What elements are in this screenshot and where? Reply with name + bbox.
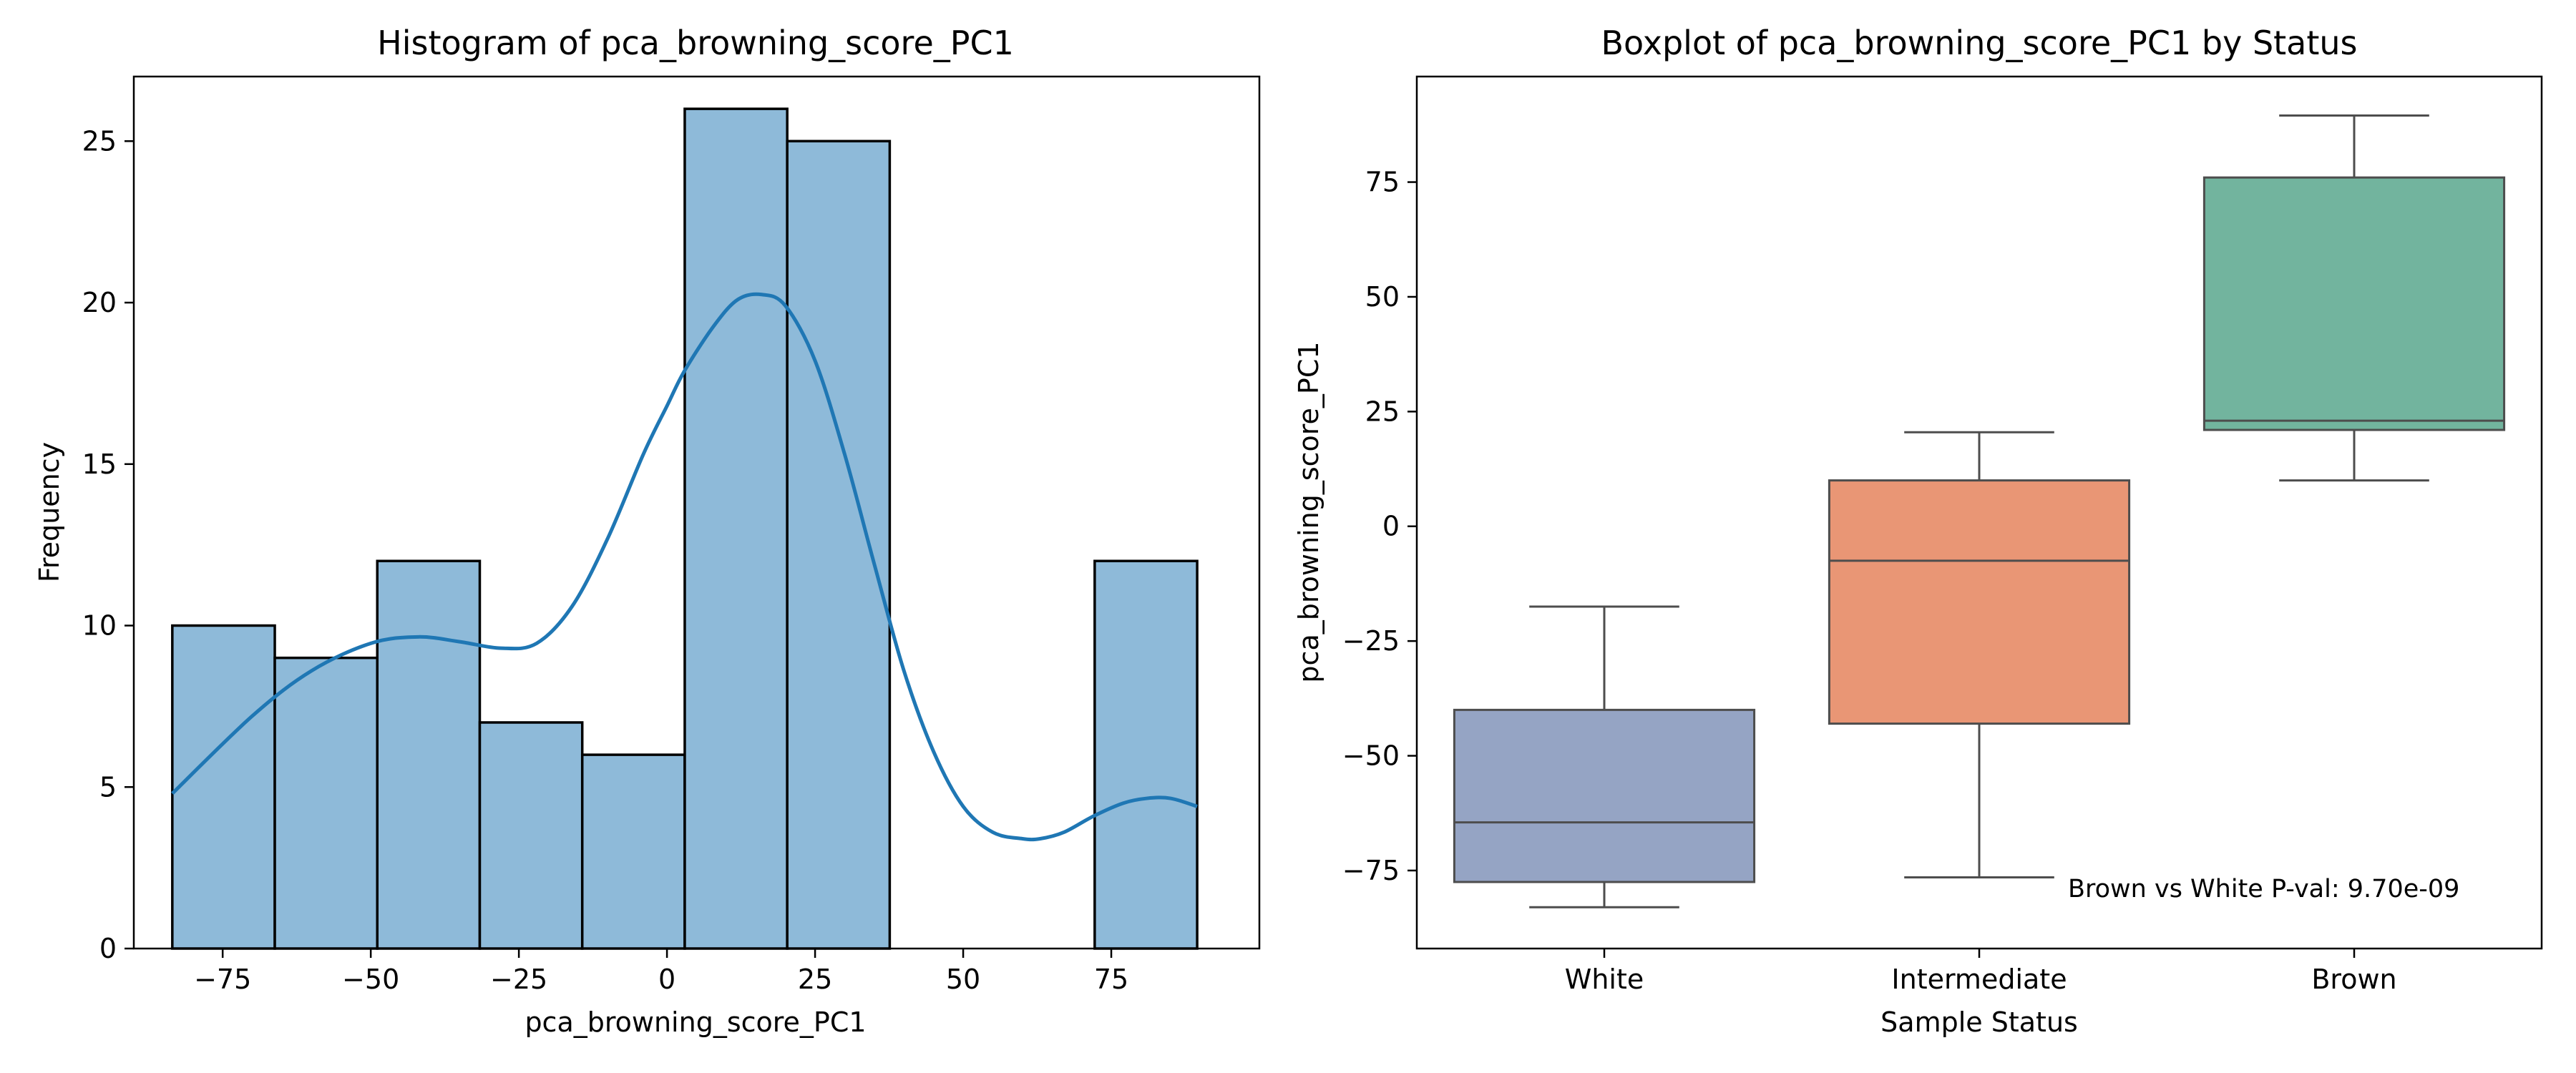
boxplot-y-tick-label: −75	[1342, 855, 1400, 886]
boxplot-x-tick-label: Brown	[2311, 964, 2396, 995]
histogram-x-axis-label: pca_browning_score_PC1	[525, 1006, 866, 1038]
boxplot-title: Boxplot of pca_browning_score_PC1 by Sta…	[1601, 24, 2357, 62]
boxplot-box	[1453, 708, 1756, 883]
histogram-y-tick-label: 5	[99, 771, 117, 803]
histogram-bar	[376, 559, 482, 950]
boxplot-y-tick-label: −25	[1342, 625, 1400, 657]
histogram-x-tick-label: 0	[658, 964, 675, 995]
histogram-x-tick-label: 25	[798, 964, 832, 995]
boxplot-y-tick-label: 0	[1382, 511, 1400, 542]
histogram-x-tick-label: 75	[1094, 964, 1128, 995]
boxplot-box	[1828, 479, 2131, 725]
boxplot-y-tick-label: 25	[1365, 396, 1400, 427]
histogram-bar	[273, 656, 379, 950]
boxplot-x-ticks: White Intermediate Brown	[1565, 949, 2397, 995]
histogram-bar	[1093, 559, 1199, 950]
histogram-y-tick-label: 20	[82, 287, 117, 318]
boxplot-chart: Boxplot of pca_browning_score_PC1 by Sta…	[1293, 24, 2543, 1038]
histogram-bar	[786, 139, 892, 950]
boxplot-x-tick-label: Intermediate	[1891, 964, 2067, 995]
boxplot-x-tick-label: White	[1565, 964, 1644, 995]
histogram-x-tick-label: −25	[490, 964, 547, 995]
boxplot-x-axis-label: Sample Status	[1880, 1006, 2078, 1038]
boxplot-y-tick-label: −50	[1342, 740, 1400, 772]
histogram-kde-line	[171, 292, 1198, 842]
histogram-bar	[683, 107, 789, 950]
histogram-x-tick-label: −75	[194, 964, 251, 995]
histogram-x-tick-label: 50	[946, 964, 980, 995]
histogram-kde	[171, 292, 1198, 842]
histogram-title: Histogram of pca_browning_score_PC1	[377, 24, 1014, 62]
boxplot-y-tick-label: 75	[1365, 167, 1400, 198]
boxplot-box	[2202, 176, 2506, 431]
histogram-bar	[580, 753, 686, 950]
histogram-y-axis-label: Frequency	[34, 442, 65, 582]
boxplot-y-ticks: −75 −50 −25 0 25 50 75	[1342, 167, 1417, 886]
histogram-y-tick-label: 10	[82, 610, 117, 642]
boxplot-y-axis-label: pca_browning_score_PC1	[1293, 341, 1324, 682]
histogram-y-tick-label: 15	[82, 449, 117, 480]
boxplot-boxes	[1453, 114, 2506, 908]
histogram-x-ticks: −75 −50 −25 0 25 50 75	[194, 949, 1128, 995]
histogram-y-tick-label: 25	[82, 125, 117, 157]
boxplot-y-tick-label: 50	[1365, 281, 1400, 313]
boxplot-annotation: Brown vs White P-val: 9.70e-09	[2068, 875, 2459, 903]
histogram-bar	[171, 624, 276, 950]
histogram-y-tick-label: 0	[99, 933, 117, 964]
histogram-bars	[171, 107, 1199, 950]
histogram-chart: Histogram of pca_browning_score_PC1 −75−…	[34, 24, 1261, 1038]
histogram-plot-frame	[132, 75, 1261, 950]
histogram-bar	[478, 721, 584, 950]
histogram-y-ticks: 0 5 10 15 20 25	[82, 125, 134, 964]
histogram-x-tick-label: −50	[342, 964, 399, 995]
